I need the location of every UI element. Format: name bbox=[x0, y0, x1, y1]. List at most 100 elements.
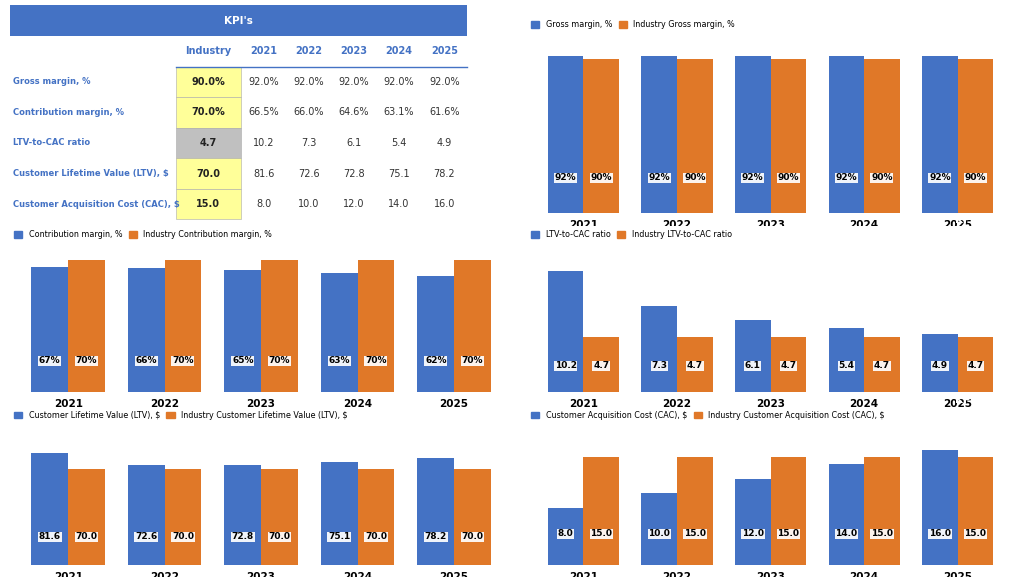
Text: 10.0: 10.0 bbox=[648, 529, 670, 538]
Text: 72.8: 72.8 bbox=[343, 168, 365, 178]
Bar bbox=[584, 457, 620, 565]
Bar bbox=[224, 465, 261, 565]
Bar bbox=[418, 276, 454, 392]
Bar bbox=[584, 336, 620, 392]
Text: 67%: 67% bbox=[39, 356, 60, 365]
Text: 15.0: 15.0 bbox=[590, 529, 612, 538]
Text: 72.6: 72.6 bbox=[298, 168, 319, 178]
Text: 15.0: 15.0 bbox=[684, 529, 706, 538]
Bar bbox=[176, 97, 241, 128]
Text: 65%: 65% bbox=[232, 356, 254, 365]
Text: 66.0%: 66.0% bbox=[294, 107, 324, 117]
Text: 75.1: 75.1 bbox=[388, 168, 410, 178]
Text: 90%: 90% bbox=[871, 174, 893, 182]
Text: 2024: 2024 bbox=[386, 46, 413, 57]
Bar bbox=[69, 260, 104, 392]
Text: 7.3: 7.3 bbox=[651, 361, 668, 370]
Bar bbox=[261, 260, 298, 392]
Text: 14.0: 14.0 bbox=[836, 529, 857, 538]
Legend: Contribution margin, %, Industry Contribution margin, %: Contribution margin, %, Industry Contrib… bbox=[14, 230, 272, 239]
Text: 92%: 92% bbox=[929, 174, 950, 182]
Text: 4.7: 4.7 bbox=[200, 138, 217, 148]
Text: 72.8: 72.8 bbox=[231, 533, 254, 541]
Bar bbox=[771, 59, 806, 213]
Text: 92.0%: 92.0% bbox=[384, 77, 415, 87]
Bar bbox=[677, 59, 713, 213]
Text: 70.0%: 70.0% bbox=[191, 107, 225, 117]
Text: Contribution margin, %: Contribution margin, % bbox=[13, 108, 124, 117]
Text: 70.0: 70.0 bbox=[197, 168, 220, 178]
Text: 90%: 90% bbox=[965, 174, 986, 182]
Text: 5.4: 5.4 bbox=[839, 361, 854, 370]
Bar bbox=[176, 66, 241, 97]
Text: 10.2: 10.2 bbox=[253, 138, 274, 148]
Text: 70%: 70% bbox=[366, 356, 387, 365]
Text: 5.4: 5.4 bbox=[391, 138, 407, 148]
Text: 12.0: 12.0 bbox=[741, 529, 764, 538]
Bar bbox=[321, 462, 357, 565]
Bar bbox=[864, 336, 900, 392]
Text: 10.2: 10.2 bbox=[555, 361, 577, 370]
Text: 70.0: 70.0 bbox=[172, 533, 194, 541]
Bar bbox=[677, 457, 713, 565]
Bar bbox=[10, 5, 467, 36]
Text: 8.0: 8.0 bbox=[558, 529, 573, 538]
Bar bbox=[641, 306, 677, 392]
Bar bbox=[922, 450, 957, 565]
Text: 75.1: 75.1 bbox=[328, 533, 350, 541]
Bar bbox=[357, 260, 394, 392]
Text: 64.6%: 64.6% bbox=[339, 107, 370, 117]
Bar bbox=[771, 457, 806, 565]
Text: 92%: 92% bbox=[555, 174, 577, 182]
Bar bbox=[584, 59, 620, 213]
Legend: Customer Acquisition Cost (CAC), $, Industry Customer Acquisition Cost (CAC), $: Customer Acquisition Cost (CAC), $, Indu… bbox=[531, 411, 885, 420]
Bar bbox=[321, 273, 357, 392]
Bar bbox=[677, 336, 713, 392]
Text: Customer Acquisition Cost (CAC), $: Customer Acquisition Cost (CAC), $ bbox=[13, 200, 180, 209]
Bar bbox=[357, 469, 394, 565]
Bar bbox=[922, 334, 957, 392]
Bar bbox=[176, 158, 241, 189]
Bar bbox=[828, 328, 864, 392]
Text: 62%: 62% bbox=[425, 356, 446, 365]
Text: 70%: 70% bbox=[268, 356, 290, 365]
Bar bbox=[864, 457, 900, 565]
Bar bbox=[864, 59, 900, 213]
Text: KPI's: KPI's bbox=[971, 3, 999, 14]
Bar bbox=[957, 59, 993, 213]
Bar bbox=[454, 260, 490, 392]
Text: 70.0: 70.0 bbox=[365, 533, 387, 541]
Text: KPI's: KPI's bbox=[498, 3, 526, 14]
Text: 78.2: 78.2 bbox=[425, 533, 446, 541]
Text: 4.7: 4.7 bbox=[687, 361, 702, 370]
Text: 2025: 2025 bbox=[431, 46, 458, 57]
Text: 70%: 70% bbox=[462, 356, 483, 365]
Bar bbox=[548, 271, 584, 392]
Text: 16.0: 16.0 bbox=[433, 199, 455, 209]
Text: 15.0: 15.0 bbox=[965, 529, 986, 538]
Bar bbox=[69, 469, 104, 565]
Text: 72.6: 72.6 bbox=[135, 533, 158, 541]
Text: KPI's: KPI's bbox=[954, 395, 984, 406]
Text: 63.1%: 63.1% bbox=[384, 107, 415, 117]
Bar bbox=[828, 464, 864, 565]
Legend: Customer Lifetime Value (LTV), $, Industry Customer Lifetime Value (LTV), $: Customer Lifetime Value (LTV), $, Indust… bbox=[14, 411, 347, 420]
Text: 90%: 90% bbox=[777, 174, 799, 182]
Bar bbox=[548, 56, 584, 213]
Text: 4.9: 4.9 bbox=[436, 138, 452, 148]
Text: 15.0: 15.0 bbox=[870, 529, 893, 538]
Text: 92%: 92% bbox=[742, 174, 764, 182]
Bar bbox=[641, 56, 677, 213]
Text: 7.3: 7.3 bbox=[301, 138, 316, 148]
Text: 90%: 90% bbox=[591, 174, 612, 182]
Text: 4.7: 4.7 bbox=[593, 361, 609, 370]
Text: 90%: 90% bbox=[684, 174, 706, 182]
Text: 6.1: 6.1 bbox=[744, 361, 761, 370]
Text: 4.7: 4.7 bbox=[780, 361, 797, 370]
Text: 14.0: 14.0 bbox=[388, 199, 410, 209]
Bar bbox=[828, 56, 864, 213]
Text: 4.9: 4.9 bbox=[932, 361, 948, 370]
Text: 81.6: 81.6 bbox=[253, 168, 274, 178]
Bar bbox=[176, 128, 241, 158]
Bar bbox=[922, 56, 957, 213]
